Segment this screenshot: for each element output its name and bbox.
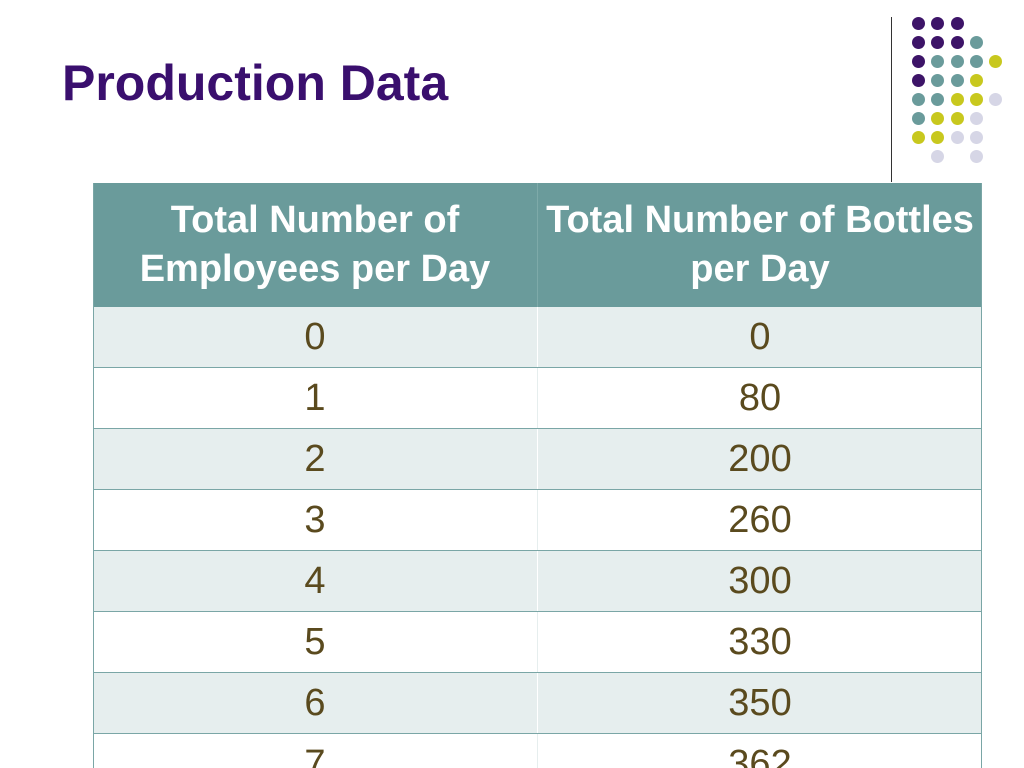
decorative-dot (911, 16, 925, 30)
cell-bottles: 362 (537, 733, 982, 768)
production-table-container: Total Number of Employees per Day Total … (93, 183, 982, 768)
table-row: 5 330 (93, 611, 982, 673)
cell-bottles: 300 (537, 550, 982, 612)
decorative-dot (969, 73, 983, 87)
decorative-dot (930, 73, 944, 87)
table-row: 3 260 (93, 489, 982, 551)
decorative-dot (950, 54, 964, 68)
header-employees: Total Number of Employees per Day (93, 183, 538, 307)
cell-employees: 4 (93, 550, 538, 612)
decorative-dot (950, 130, 964, 144)
decorative-dot (950, 73, 964, 87)
decorative-dot (950, 16, 964, 30)
decorative-dot (988, 54, 1002, 68)
decorative-dot (969, 111, 983, 125)
cell-bottles: 200 (537, 428, 982, 490)
table-row: 1 80 (93, 367, 982, 429)
cell-bottles: 330 (537, 611, 982, 673)
decorative-dot (969, 130, 983, 144)
decorative-dot (911, 73, 925, 87)
cell-employees: 6 (93, 672, 538, 734)
decorative-dot (950, 111, 964, 125)
decorative-dot (950, 35, 964, 49)
decorative-dot (930, 92, 944, 106)
decorative-dot (969, 54, 983, 68)
cell-bottles: 80 (537, 367, 982, 429)
cell-employees: 0 (93, 307, 538, 368)
table-row: 2 200 (93, 428, 982, 490)
table-row: 6 350 (93, 672, 982, 734)
decorative-dot (930, 149, 944, 163)
production-table: Total Number of Employees per Day Total … (93, 183, 982, 768)
decorative-dot (930, 35, 944, 49)
decorative-dot (911, 111, 925, 125)
decorative-dot (950, 92, 964, 106)
header-bottles: Total Number of Bottles per Day (537, 183, 982, 307)
cell-bottles: 0 (537, 307, 982, 368)
cell-employees: 1 (93, 367, 538, 429)
cell-employees: 7 (93, 733, 538, 768)
decorative-dot (969, 35, 983, 49)
slide-title: Production Data (62, 55, 449, 111)
decorative-dot (911, 54, 925, 68)
decorative-divider (891, 17, 892, 182)
decorative-dot (911, 92, 925, 106)
decorative-dot (930, 111, 944, 125)
decorative-dot (930, 16, 944, 30)
decorative-dot (930, 130, 944, 144)
cell-bottles: 260 (537, 489, 982, 551)
decorative-dot (988, 92, 1002, 106)
table-row: 7 362 (93, 733, 982, 768)
decorative-dot (969, 149, 983, 163)
decorative-dot (911, 35, 925, 49)
cell-employees: 5 (93, 611, 538, 673)
table-row: 4 300 (93, 550, 982, 612)
decorative-dot (930, 54, 944, 68)
table-row: 0 0 (93, 307, 982, 368)
cell-employees: 3 (93, 489, 538, 551)
cell-bottles: 350 (537, 672, 982, 734)
decorative-dot (969, 92, 983, 106)
decorative-dot (911, 130, 925, 144)
table-header-row: Total Number of Employees per Day Total … (93, 183, 982, 307)
cell-employees: 2 (93, 428, 538, 490)
